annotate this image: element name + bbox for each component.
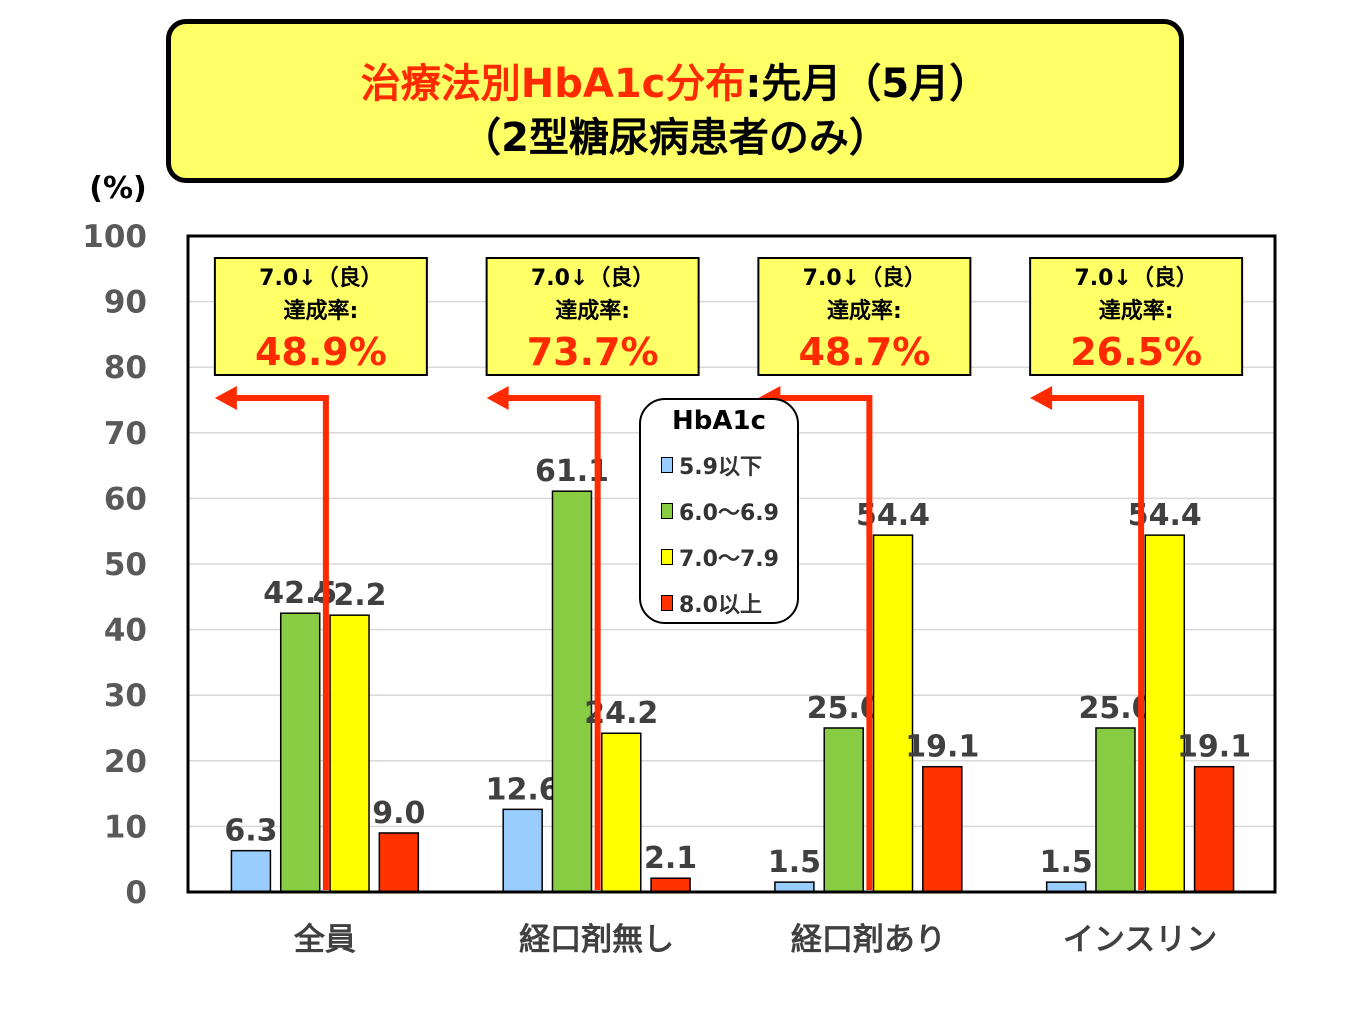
y-tick-label-9: 90: [104, 285, 147, 321]
chart-title-black: :先月（5月）: [745, 61, 990, 107]
data-label-2-3: 19.1: [905, 730, 979, 765]
legend-item-2: 7.0～7.9: [661, 544, 779, 572]
bar-0-3: [378, 832, 420, 893]
legend-label-2: 7.0～7.9: [679, 547, 779, 572]
callout-box-1: [485, 257, 700, 376]
y-tick-label-4: 40: [104, 613, 147, 649]
legend-swatch-1: [661, 503, 673, 519]
legend: HbA1c 5.9以下 6.0～6.9 7.0～7.9 8.0以上: [639, 398, 799, 624]
arrow-line-3: [1048, 395, 1145, 890]
arrow-head-0: [214, 386, 237, 410]
y-tick-label-10: 100: [82, 219, 147, 255]
legend-item-1: 6.0～6.9: [661, 498, 779, 526]
y-tick-label-3: 30: [104, 678, 147, 714]
chart-title-red: 治療法別HbA1c分布: [360, 61, 746, 107]
data-label-1-0: 12.6: [486, 772, 560, 807]
data-label-0-0: 6.3: [224, 814, 277, 849]
callout-line1-1: 7.0↓（良）: [531, 265, 654, 291]
bar-3-3: [1193, 765, 1235, 893]
y-tick-label-6: 60: [104, 481, 147, 517]
callout-line2-3: 達成率:: [1099, 298, 1174, 324]
chart-subtitle: （2型糖尿病患者のみ）: [461, 115, 889, 161]
arrow-line-1: [504, 395, 601, 890]
data-label-3-3: 19.1: [1177, 730, 1251, 765]
data-label-3-0: 1.5: [1040, 845, 1093, 880]
bar-1-2: [601, 732, 642, 893]
y-tick-label-7: 70: [104, 416, 147, 452]
bar-2-3: [922, 765, 963, 893]
callout-line1-0: 7.0↓（良）: [259, 265, 382, 291]
legend-swatch-3: [661, 595, 673, 611]
bar-1-0: [502, 808, 543, 893]
legend-label-3: 8.0以上: [679, 593, 762, 618]
data-label-2-0: 1.5: [768, 845, 821, 880]
category-label-2: 経口剤あり: [791, 922, 946, 958]
title-box: 治療法別HbA1c分布:先月（5月） （2型糖尿病患者のみ）: [166, 19, 1184, 183]
chart-title: 治療法別HbA1c分布:先月（5月）: [171, 60, 1179, 108]
bar-1-3: [650, 877, 691, 893]
achievement-rate-3: 26.5%: [1070, 330, 1202, 374]
callout-line1-3: 7.0↓（良）: [1074, 265, 1197, 291]
callout-box-2: [757, 257, 972, 376]
bar-0-2: [329, 614, 370, 893]
legend-swatch-2: [661, 549, 673, 565]
y-tick-label-8: 80: [104, 350, 147, 386]
plot-border: [186, 234, 1277, 894]
achievement-rate-1: 73.7%: [527, 330, 659, 374]
achievement-rate-0: 48.9%: [255, 330, 387, 374]
callout-line2-0: 達成率:: [283, 298, 358, 324]
callout-line2-2: 達成率:: [827, 298, 902, 324]
legend-title: HbA1c: [672, 406, 766, 436]
bar-1-1: [551, 490, 593, 893]
data-label-0-3: 9.0: [372, 796, 425, 831]
callout-box-3: [1029, 257, 1244, 376]
callout-line1-2: 7.0↓（良）: [803, 265, 926, 291]
legend-label-1: 6.0～6.9: [679, 501, 779, 526]
bar-0-1: [279, 612, 321, 893]
achievement-rate-2: 48.7%: [798, 330, 930, 374]
arrow-line-2: [776, 395, 873, 890]
legend-item-0: 5.9以下: [661, 452, 762, 480]
category-label-1: 経口剤無し: [519, 922, 674, 958]
bar-3-1: [1095, 727, 1136, 893]
bar-2-1: [823, 727, 864, 893]
y-tick-label-0: 0: [125, 875, 147, 911]
bar-0-0: [230, 849, 272, 893]
callout-box-0: [213, 257, 428, 376]
y-axis-label: (%): [89, 171, 146, 206]
y-tick-label-1: 10: [104, 809, 147, 845]
category-label-3: インスリン: [1063, 922, 1217, 958]
y-tick-label-5: 50: [104, 547, 147, 583]
y-tick-label-2: 20: [104, 744, 147, 780]
callout-line2-1: 達成率:: [555, 298, 630, 324]
legend-item-3: 8.0以上: [661, 590, 762, 618]
bar-2-2: [872, 534, 914, 893]
arrow-head-1: [486, 386, 509, 410]
arrow-head-3: [1030, 386, 1053, 410]
legend-label-0: 5.9以下: [679, 455, 762, 480]
category-label-0: 全員: [293, 922, 356, 958]
bar-3-2: [1144, 534, 1186, 893]
legend-swatch-0: [661, 457, 673, 473]
data-label-1-3: 2.1: [644, 841, 697, 876]
arrow-line-0: [232, 395, 329, 890]
